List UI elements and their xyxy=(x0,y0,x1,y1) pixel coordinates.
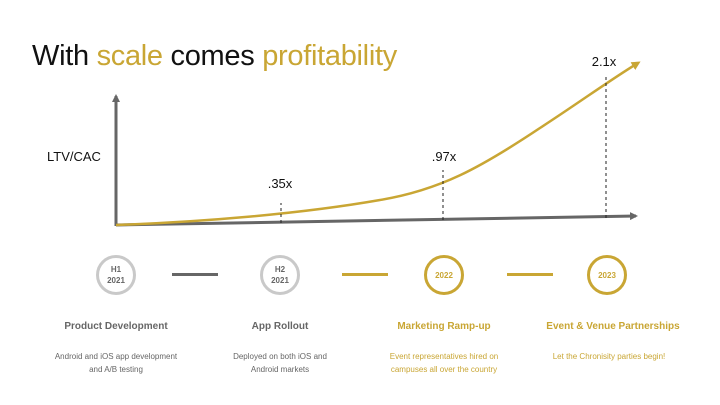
stage-desc-event-venue-partnerships: Let the Chronisity parties begin! xyxy=(534,350,684,363)
milestone-1-line2: 2021 xyxy=(107,276,125,285)
stage-desc-4-line1: Let the Chronisity parties begin! xyxy=(552,352,666,361)
connector-2 xyxy=(342,273,388,276)
stage-desc-app-rollout: Deployed on both iOS and Android markets xyxy=(205,350,355,376)
connector-3 xyxy=(507,273,553,276)
stage-desc-marketing-ramp-up: Event representatives hired on campuses a… xyxy=(369,350,519,376)
stage-desc-product-development: Android and iOS app development and A/B t… xyxy=(41,350,191,376)
milestone-circle-h2-2021: H2 2021 xyxy=(260,255,300,295)
stage-desc-1-line2: and A/B testing xyxy=(89,365,143,374)
stage-desc-1-line1: Android and iOS app development xyxy=(54,352,178,361)
title-part-3: comes xyxy=(162,40,263,72)
milestone-circle-2022: 2022 xyxy=(424,255,464,295)
milestone-3-label: 2022 xyxy=(435,270,453,280)
milestone-2-line2: 2021 xyxy=(271,276,289,285)
stage-title-app-rollout: App Rollout xyxy=(251,321,309,332)
data-label-1: .35x xyxy=(267,176,293,191)
stage-desc-2-line1: Deployed on both iOS and xyxy=(233,352,327,361)
title-accent-profitability: profitability xyxy=(262,40,397,72)
milestone-4-label: 2023 xyxy=(598,270,616,280)
y-axis-label: LTV/CAC xyxy=(47,149,101,164)
data-label-2: .97x xyxy=(431,149,457,164)
stage-title-event-venue-partnerships: Event & Venue Partnerships xyxy=(546,321,680,332)
milestone-circle-h1-2021: H1 2021 xyxy=(96,255,136,295)
stage-title-product-development: Product Development xyxy=(64,321,168,332)
stage-title-marketing-ramp-up: Marketing Ramp-up xyxy=(397,321,491,332)
title-accent-scale: scale xyxy=(96,40,164,72)
stage-desc-3-line1: Event representatives hired on xyxy=(389,352,499,361)
milestone-circle-2023: 2023 xyxy=(587,255,627,295)
data-label-3: 2.1x xyxy=(591,54,617,69)
stage-desc-3-line2: campuses all over the country xyxy=(390,365,498,374)
connector-1 xyxy=(172,273,218,276)
milestone-2-line1: H2 xyxy=(274,265,286,274)
ltv-cac-chart xyxy=(112,61,641,227)
growth-curve xyxy=(115,61,641,227)
stage-desc-2-line2: Android markets xyxy=(250,365,310,374)
slide-title: With scale comes profitability xyxy=(32,40,397,73)
x-axis xyxy=(115,212,638,227)
milestone-1-line1: H1 xyxy=(110,265,122,274)
title-part-1: With xyxy=(32,40,97,72)
